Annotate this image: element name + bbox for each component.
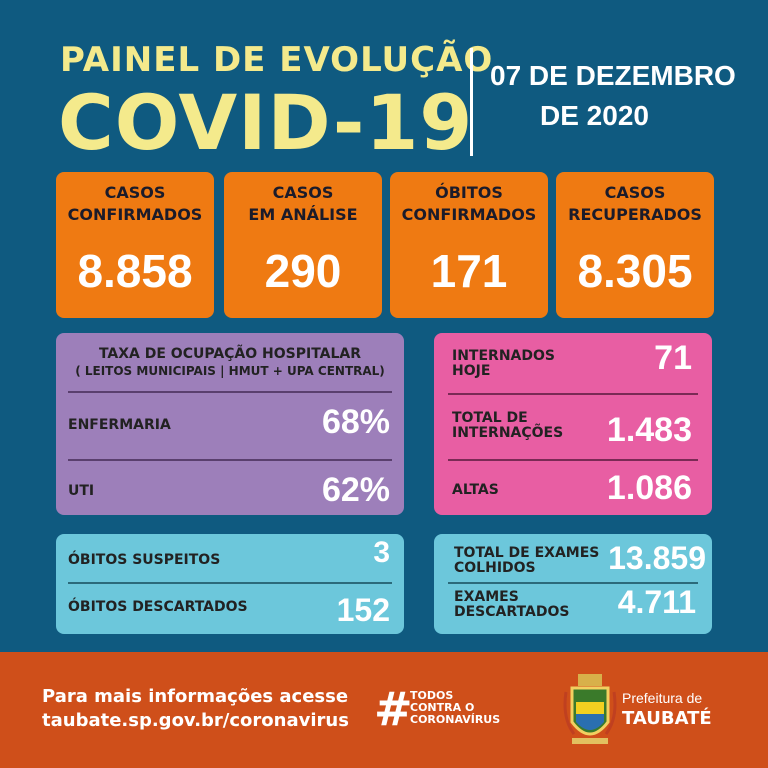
altas-value: 1.086: [606, 469, 692, 507]
occupancy-panel: TAXA DE OCUPAÇÃO HOSPITALAR ( LEITOS MUN…: [56, 333, 404, 515]
stat-value: 8.305: [577, 245, 693, 297]
label-line: INTERNAÇÕES: [452, 425, 564, 441]
obitos-suspeitos-label: ÓBITOS SUSPEITOS: [68, 552, 221, 568]
stat-label: ÓBITOS: [435, 183, 503, 202]
date-line2: DE 2020: [540, 100, 649, 131]
page-title: COVID-19: [58, 78, 474, 167]
internacoes-label: TOTAL DE INTERNAÇÕES: [452, 411, 563, 441]
divider: [68, 391, 392, 393]
footer: Para mais informações acesse taubate.sp.…: [0, 652, 768, 768]
exames-colhidos-value: 13.859: [608, 540, 706, 576]
stat-label: RECUPERADOS: [568, 205, 702, 224]
stat-value: 171: [430, 245, 508, 297]
stat-label: CONFIRMADOS: [67, 205, 203, 224]
date-line1: 07 DE DEZEMBRO: [490, 60, 736, 91]
uti-label: UTI: [68, 483, 95, 499]
label-line: TOTAL DE: [452, 410, 528, 426]
internados-label: INTERNADOS HOJE: [452, 349, 555, 379]
hospital-panel: INTERNADOS HOJE 71 TOTAL DE INTERNAÇÕES 1.…: [434, 333, 712, 515]
stat-label: CONFIRMADOS: [401, 205, 537, 224]
exames-descartados-label: EXAMES DESCARTADOS: [454, 590, 569, 620]
stat-value: 8.858: [77, 245, 193, 297]
divider: [68, 582, 392, 584]
altas-label: ALTAS: [452, 482, 499, 498]
stat-casos-em-analise: CASOS EM ANÁLISE 290: [224, 172, 382, 318]
stat-label: CASOS: [104, 183, 166, 202]
internacoes-value: 1.483: [606, 411, 692, 449]
label-line: DESCARTADOS: [454, 604, 570, 620]
label-line: HOJE: [452, 363, 491, 379]
exams-panel: TOTAL DE EXAMES COLHIDOS 13.859 EXAMES DES…: [434, 534, 712, 634]
occupancy-subtitle: ( LEITOS MUNICIPAIS | HMUT + UPA CENTRAL…: [75, 364, 385, 378]
taubate-label: TAUBATÉ: [622, 708, 712, 729]
stat-label: CASOS: [272, 183, 334, 202]
enfermaria-label: ENFERMARIA: [68, 417, 171, 433]
stat-label: CASOS: [604, 183, 666, 202]
divider: [448, 582, 698, 584]
coat-of-arms-icon: [563, 674, 617, 744]
divider: [448, 459, 698, 461]
stat-casos-recuperados: CASOS RECUPERADOS 8.305: [556, 172, 714, 318]
info-text: Para mais informações acesse: [42, 686, 349, 707]
panel-subtitle: PAINEL DE EVOLUÇÃO: [60, 40, 494, 80]
label-line: EXAMES: [454, 589, 519, 605]
hashtag-text: TODOS CONTRA O CORONAVÍRUS: [410, 690, 500, 726]
label-line: INTERNADOS: [452, 348, 555, 364]
stat-obitos-confirmados: ÓBITOS CONFIRMADOS 171: [390, 172, 548, 318]
exames-descartados-value: 4.711: [617, 584, 696, 620]
deaths-panel: ÓBITOS SUSPEITOS 3 ÓBITOS DESCARTADOS 15…: [56, 534, 404, 634]
tag-line: TODOS: [410, 689, 454, 702]
divider: [68, 459, 392, 461]
info-link[interactable]: taubate.sp.gov.br/coronavirus: [42, 710, 349, 731]
uti-value: 62%: [321, 471, 390, 509]
divider: [470, 48, 473, 156]
obitos-descartados-label: ÓBITOS DESCARTADOS: [68, 599, 248, 615]
occupancy-title: TAXA DE OCUPAÇÃO HOSPITALAR: [98, 346, 362, 362]
stat-value: 290: [264, 245, 342, 297]
obitos-suspeitos-value: 3: [373, 536, 390, 569]
divider: [448, 393, 698, 395]
label-line: COLHIDOS: [454, 560, 536, 576]
tag-line: CONTRA O: [410, 701, 475, 714]
internados-value: 71: [654, 339, 692, 377]
hashtag-icon: #: [374, 682, 413, 736]
stat-label: EM ANÁLISE: [248, 205, 358, 224]
prefeitura-label: Prefeitura de: [622, 690, 703, 706]
stat-casos-confirmados: CASOS CONFIRMADOS 8.858: [56, 172, 214, 318]
obitos-descartados-value: 152: [336, 592, 390, 628]
enfermaria-value: 68%: [321, 403, 390, 441]
label-line: TOTAL DE EXAMES: [454, 545, 600, 561]
exames-colhidos-label: TOTAL DE EXAMES COLHIDOS: [454, 546, 599, 576]
tag-line: CORONAVÍRUS: [410, 713, 501, 726]
